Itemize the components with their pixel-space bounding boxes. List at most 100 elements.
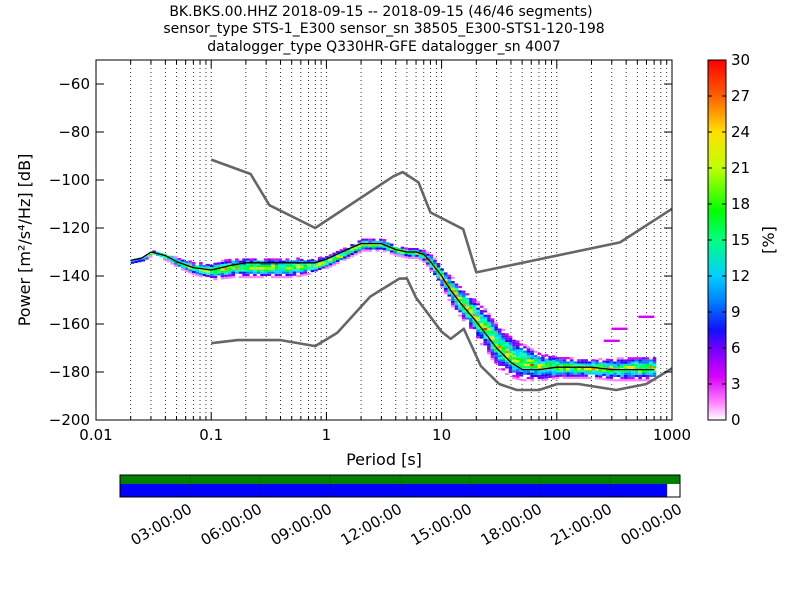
- density-cell: [598, 373, 603, 376]
- density-cell: [641, 370, 646, 373]
- density-cell: [530, 366, 534, 369]
- density-cell: [357, 251, 362, 254]
- density-cell: [497, 346, 502, 349]
- density-cell: [530, 352, 534, 355]
- density-cell: [652, 374, 657, 377]
- density-cell: [494, 341, 498, 344]
- density-cell: [357, 247, 362, 250]
- density-cell: [501, 328, 506, 331]
- density-cell: [634, 366, 639, 369]
- density-cell: [231, 267, 236, 270]
- density-cell: [555, 376, 560, 380]
- density-cell: [616, 374, 621, 377]
- density-cell: [512, 368, 516, 371]
- density-cell: [616, 363, 621, 366]
- density-cell: [368, 247, 372, 250]
- density-cell: [587, 372, 592, 375]
- density-cell: [613, 370, 617, 373]
- density-cell: [551, 355, 556, 358]
- density-cell: [584, 376, 588, 379]
- density-cell: [436, 269, 441, 272]
- density-cell: [332, 259, 336, 262]
- density-cell: [501, 357, 506, 360]
- density-cell: [537, 370, 542, 373]
- density-cell: [634, 370, 639, 373]
- density-cell: [281, 260, 286, 263]
- density-cell: [141, 259, 146, 262]
- density-cell: [278, 271, 282, 274]
- density-cell: [573, 363, 578, 366]
- density-cell: [422, 251, 426, 255]
- density-cell: [227, 263, 232, 266]
- density-cell: [238, 260, 243, 263]
- density-cell: [375, 240, 380, 243]
- density-cell: [580, 374, 585, 377]
- density-cell: [415, 256, 419, 259]
- density-cell: [472, 307, 477, 310]
- density-cell: [497, 335, 502, 338]
- density-cell: [220, 275, 225, 278]
- density-cell: [461, 316, 466, 320]
- density-cell: [584, 374, 588, 377]
- density-cell: [645, 357, 650, 360]
- density-cell: [260, 262, 264, 265]
- density-cell: [260, 269, 264, 272]
- density-cell: [551, 375, 556, 378]
- density-cell: [555, 368, 560, 371]
- y-tick-label: −180: [49, 363, 90, 381]
- density-cell: [476, 329, 480, 332]
- density-cell: [368, 245, 372, 248]
- density-cell: [562, 374, 567, 377]
- density-cell: [256, 271, 261, 274]
- density-cell: [361, 240, 365, 243]
- density-cell: [490, 355, 495, 358]
- density-cell: [544, 363, 549, 366]
- density-cell: [591, 368, 596, 371]
- timeline-tick-label: 09:00:00: [268, 500, 335, 549]
- density-cell: [307, 268, 311, 271]
- density-cell: [278, 276, 282, 279]
- density-cell: [541, 354, 545, 357]
- density-cell: [429, 269, 434, 273]
- density-cell: [213, 267, 218, 270]
- density-cell: [256, 267, 261, 270]
- density-cell: [447, 283, 452, 286]
- density-cell: [238, 271, 243, 274]
- density-cell: [512, 374, 516, 378]
- density-cell: [281, 267, 286, 270]
- density-cell: [454, 290, 459, 293]
- density-cell: [206, 270, 210, 273]
- density-cell: [562, 361, 567, 364]
- density-cell: [465, 293, 470, 296]
- density-cell: [638, 357, 642, 360]
- density-cell: [652, 368, 657, 371]
- density-cell: [339, 253, 344, 256]
- density-cell: [296, 270, 300, 273]
- density-cell: [620, 374, 624, 377]
- density-cell: [285, 271, 290, 274]
- density-cell: [267, 271, 272, 274]
- density-cell: [274, 260, 279, 263]
- density-cell: [508, 370, 513, 374]
- density-cell: [505, 342, 509, 345]
- density-cell: [224, 268, 228, 271]
- density-cell: [195, 274, 200, 277]
- density-cell: [631, 379, 635, 382]
- density-cell: [350, 250, 354, 253]
- density-cell: [472, 313, 477, 316]
- density-cell: [523, 344, 527, 347]
- density-cell: [332, 252, 336, 255]
- density-cell: [389, 252, 394, 255]
- density-cell: [551, 362, 556, 365]
- density-cell: [163, 258, 167, 261]
- density-cell: [519, 369, 524, 373]
- density-cell: [497, 368, 502, 371]
- density-cell: [400, 248, 405, 252]
- density-cell: [271, 265, 275, 268]
- density-cell: [537, 357, 542, 360]
- density-cell: [537, 372, 542, 375]
- density-cell: [515, 371, 520, 374]
- density-cell: [551, 364, 556, 367]
- density-cell: [343, 247, 347, 250]
- density-cell: [605, 374, 610, 377]
